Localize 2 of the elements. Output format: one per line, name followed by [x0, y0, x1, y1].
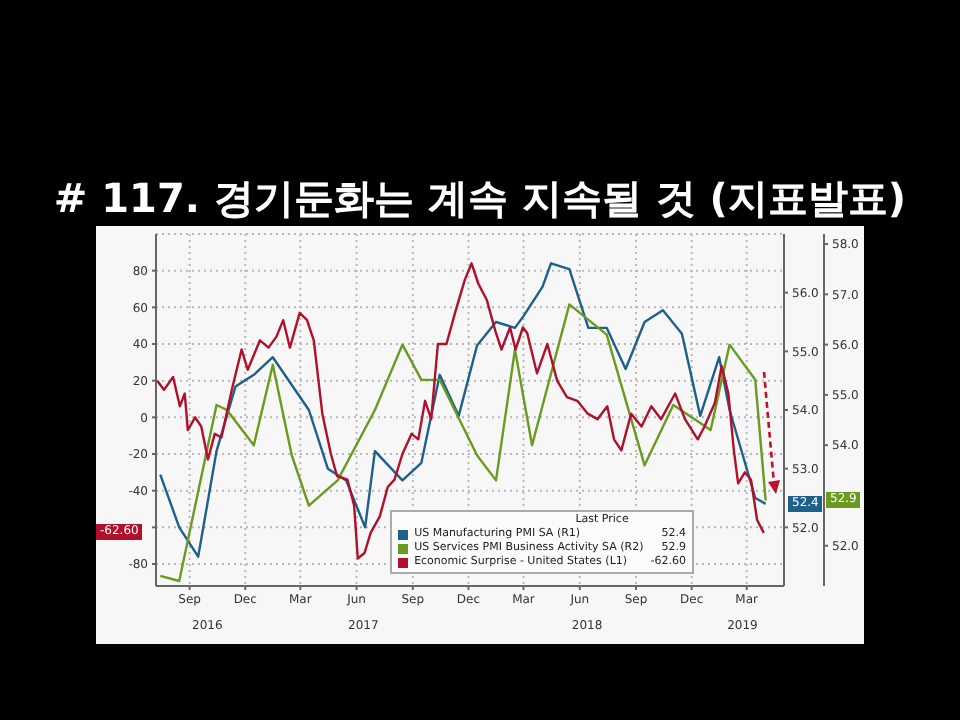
line-series [159, 303, 767, 583]
chart-title: # 117. 경기둔화는 계속 지속될 것 (지표발표) [51, 172, 909, 226]
